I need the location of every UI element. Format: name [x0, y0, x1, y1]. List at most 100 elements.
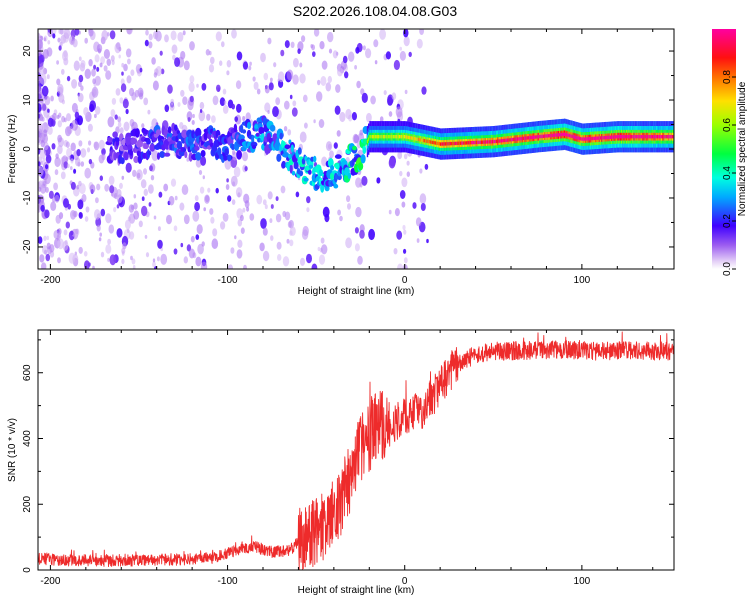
spectrogram-noise-blob — [262, 227, 268, 236]
spectrogram-noise-blob — [260, 218, 267, 229]
spectrogram-ridge-band — [599, 136, 602, 140]
spectrogram-noise-blob — [379, 29, 386, 40]
spectrogram-ridge-blob — [330, 165, 335, 171]
spectrogram-noise-blob — [151, 57, 156, 65]
spectrogram-ridge-band — [402, 135, 405, 139]
spectrogram-noise-blob — [47, 40, 51, 45]
spectrogram-ridge-band — [632, 135, 634, 139]
spectrogram-ridge-band — [533, 135, 535, 139]
spectrogram-ridge-blob — [230, 143, 235, 151]
spectrogram-noise-blob — [136, 172, 141, 179]
spectrogram-noise-blob — [76, 184, 80, 190]
spectrogram-ridge-band — [606, 135, 608, 140]
spectrogram-noise-blob — [66, 147, 73, 158]
spectrogram-noise-blob — [334, 105, 341, 115]
spectrogram-noise-blob — [348, 51, 355, 62]
spectrogram-noise-blob — [304, 122, 308, 129]
snr-y-label: SNR (10 * v/v) — [7, 418, 18, 482]
spectrogram-noise-blob — [80, 60, 86, 68]
spectrogram-ridge-band — [670, 135, 672, 139]
spectrogram-noise-blob — [249, 61, 252, 66]
spectrogram-noise-blob — [287, 129, 292, 136]
spectrogram-noise-blob — [317, 79, 321, 86]
spectrogram-noise-blob — [105, 213, 112, 224]
spectrogram-ridge-band — [562, 132, 565, 137]
snr-frame — [37, 329, 675, 571]
spectrogram-ridge-band — [443, 142, 446, 146]
spectrogram-ridge-band — [649, 135, 651, 139]
spectrogram-noise-blob — [65, 221, 71, 229]
spectrogram-noise-blob — [280, 185, 286, 194]
spectrogram-noise-blob — [359, 229, 365, 239]
spectrogram-ridge-band — [411, 136, 413, 140]
spectrogram-noise-blob — [66, 75, 71, 82]
spectrogram-ridge-blob — [275, 137, 280, 148]
spectrogram-noise-blob — [126, 58, 131, 65]
spectrogram-ridge-blob — [188, 152, 193, 162]
spectrogram-noise-blob — [320, 237, 325, 244]
spectrogram-noise-blob — [148, 33, 153, 41]
spectrogram-noise-blob — [306, 207, 310, 213]
spectrogram-noise-blob — [289, 226, 296, 236]
spectrogram-ridge-blob — [333, 183, 339, 189]
spectrogram-noise-blob — [133, 194, 137, 199]
spectrogram-noise-blob — [267, 37, 272, 45]
spectrogram-noise-blob — [38, 194, 44, 205]
spectrogram-noise-blob — [78, 212, 83, 219]
spectrogram-ridge-band — [640, 135, 643, 139]
spectrogram-noise-blob — [245, 112, 251, 122]
spectrogram-ridge-band — [624, 135, 627, 139]
y-tick-label: 0 — [22, 567, 33, 573]
spectrogram-noise-blob — [199, 101, 205, 110]
spectrogram-ridge-blob — [293, 161, 299, 170]
spectrogram-noise-blob — [395, 106, 403, 118]
spectrogram-noise-blob — [424, 163, 429, 170]
spectrogram-noise-blob — [125, 108, 129, 115]
spectrogram-noise-blob — [95, 197, 99, 204]
spectrogram-ridge-band — [572, 134, 575, 139]
spectrogram-noise-blob — [88, 59, 93, 67]
spectrogram-noise-blob — [143, 168, 147, 175]
spectrogram-noise-blob — [40, 161, 44, 165]
spectrogram-ridge-band — [415, 137, 417, 141]
spectrogram-noise-blob — [198, 170, 203, 175]
spectrogram-noise-blob — [168, 195, 175, 206]
spectrogram-noise-blob — [78, 74, 84, 83]
spectrogram-ridge-band — [469, 141, 472, 145]
x-tick-label: -200 — [40, 576, 60, 587]
spectrogram-ridge-band — [432, 140, 434, 145]
spectrogram-ridge-band — [442, 142, 444, 146]
spectrogram-noise-blob — [268, 82, 274, 91]
spectrogram-noise-blob — [121, 247, 126, 254]
spectrogram-ridge-band — [511, 137, 514, 142]
spectrogram-ridge-blob — [123, 151, 129, 161]
spectrogram-ridge-band — [650, 135, 653, 139]
spectrogram-noise-blob — [58, 29, 62, 35]
spectrogram-ridge-band — [381, 135, 384, 139]
spectrogram-ridge-band — [375, 135, 377, 139]
spectrogram-noise-blob — [306, 253, 312, 264]
spectrogram-noise-blob — [206, 113, 211, 121]
spectrogram-ridge-band — [669, 135, 671, 139]
spectrogram-noise-blob — [242, 61, 249, 70]
spectrogram-noise-blob — [192, 113, 195, 119]
spectrogram-noise-blob — [94, 209, 101, 220]
spectrogram-ridge-band — [529, 136, 531, 140]
y-tick-label: 0 — [22, 146, 33, 152]
spectrogram-noise-blob — [132, 265, 136, 269]
spectrogram-noise-blob — [104, 183, 110, 192]
spectrogram-noise-blob — [361, 175, 368, 186]
spectrogram-ridge-blob — [254, 124, 259, 129]
spectrogram-noise-blob — [306, 196, 311, 204]
spectrogram-noise-blob — [38, 187, 42, 192]
spectrogram-ridge-band — [604, 135, 607, 140]
spectrogram-ridge-band — [663, 135, 665, 139]
spectrogram-noise-blob — [121, 71, 124, 76]
spectrogram-noise-blob — [92, 265, 95, 269]
spectrogram-noise-blob — [194, 201, 201, 212]
spectrogram-noise-blob — [88, 140, 92, 146]
spectrogram-noise-blob — [188, 82, 195, 93]
spectrogram-ridge-band — [510, 138, 513, 142]
spectrogram-noise-blob — [385, 51, 391, 60]
spectrogram-ridge-band — [567, 133, 570, 137]
